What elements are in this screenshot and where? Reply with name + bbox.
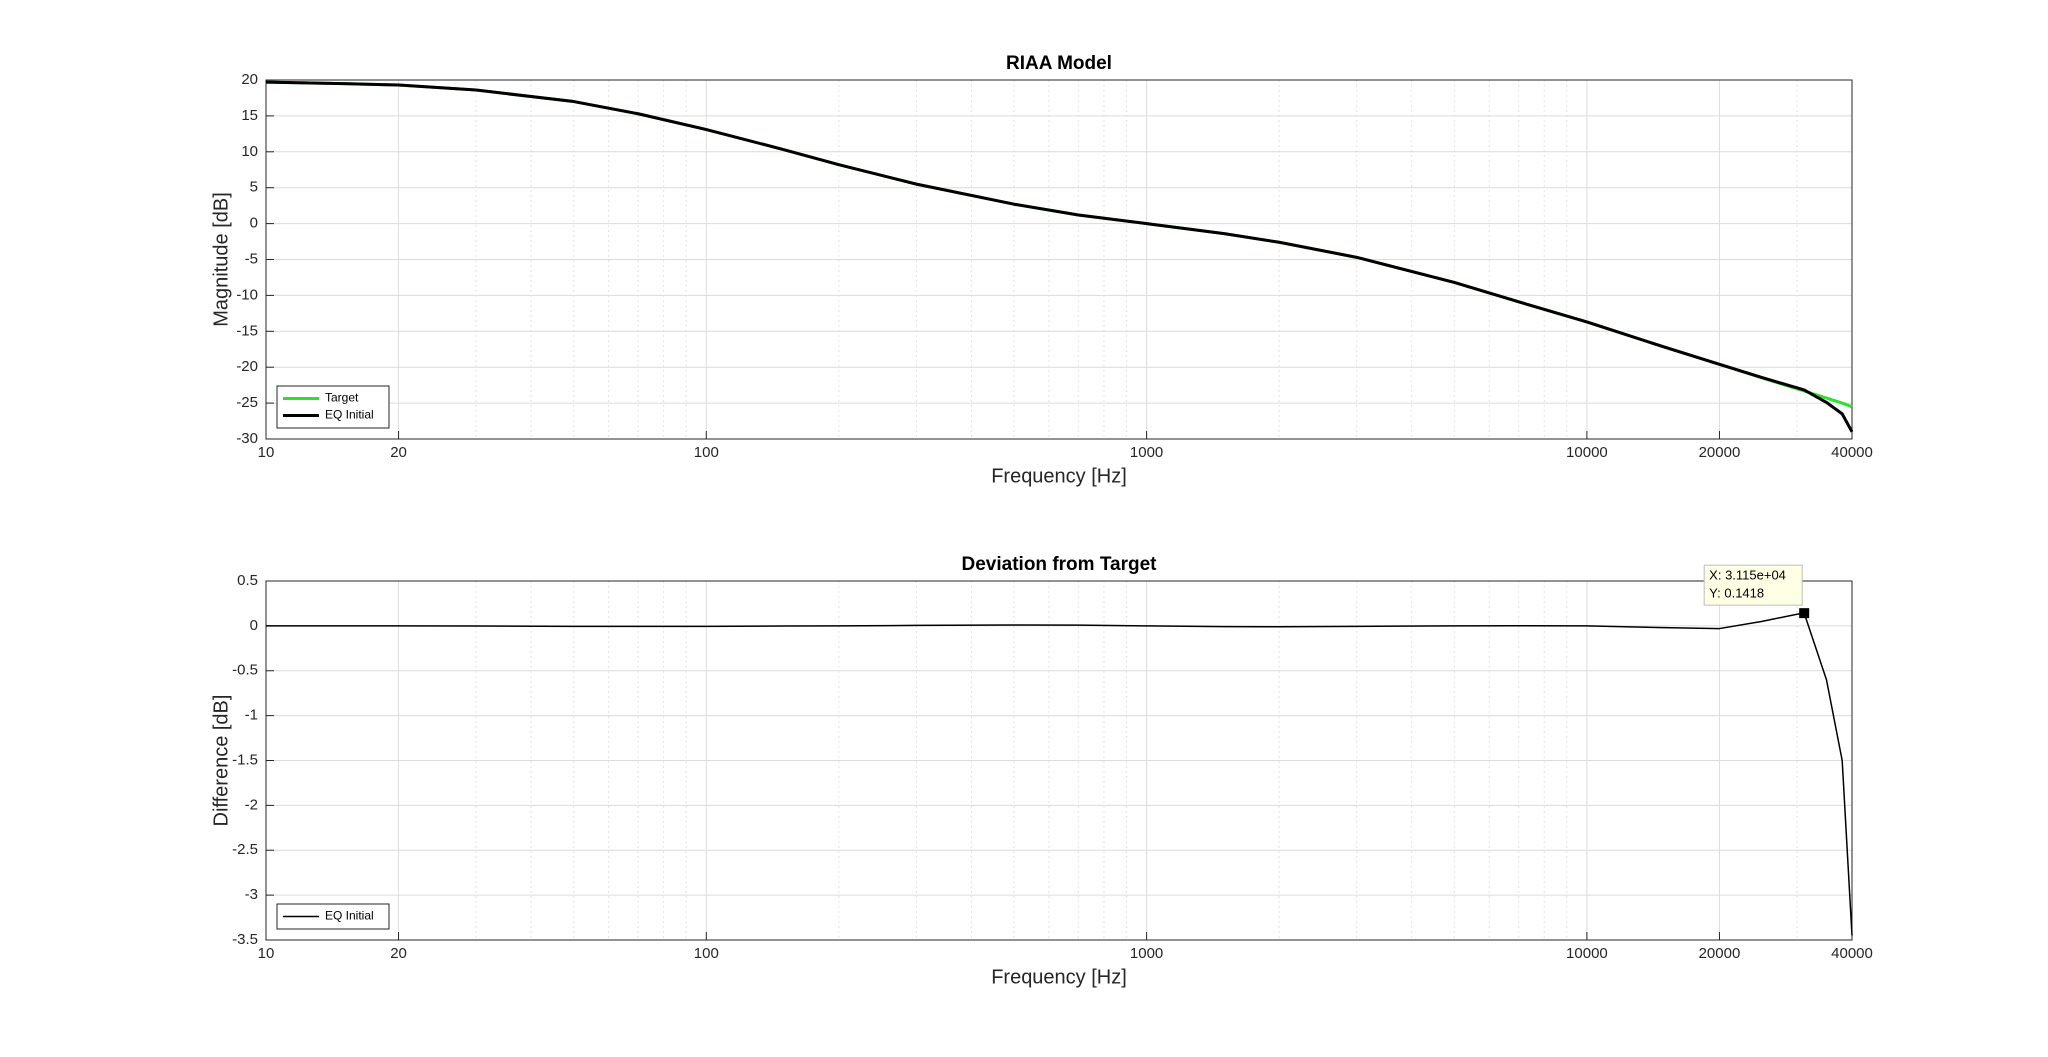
chart-title: RIAA Model — [1006, 53, 1112, 74]
y-tick-label: 10 — [241, 143, 258, 160]
x-tick-label: 10 — [258, 444, 275, 461]
y-tick-label: -5 — [245, 250, 258, 267]
datatip-marker — [1799, 608, 1810, 619]
x-tick-label: 100 — [694, 945, 719, 962]
x-tick-label: 1000 — [1130, 444, 1163, 461]
datatip-box — [1703, 564, 1803, 606]
y-tick-label: 0 — [250, 215, 258, 232]
x-tick-label: 20000 — [1699, 945, 1741, 962]
x-tick-label: 20 — [390, 444, 407, 461]
axes-box — [265, 580, 1853, 941]
x-tick-label: 10000 — [1566, 945, 1608, 962]
x-tick-label: 20000 — [1699, 444, 1741, 461]
legend-label: EQ Initial — [325, 408, 374, 422]
y-tick-label: 15 — [241, 107, 258, 124]
axes-box — [265, 79, 1853, 440]
legend-label: Target — [325, 391, 359, 405]
x-tick-label: 1000 — [1130, 945, 1163, 962]
series-line — [266, 612, 1853, 936]
y-tick-label: -10 — [236, 286, 258, 303]
legend-box — [276, 385, 390, 429]
y-axis-label: Magnitude [dB] — [210, 192, 232, 327]
chart-title: Deviation from Target — [962, 554, 1158, 575]
legend-label: EQ Initial — [325, 909, 374, 923]
x-tick-label: 10 — [258, 945, 275, 962]
y-axis-label: Difference [dB] — [210, 695, 232, 827]
x-tick-label: 10000 — [1566, 444, 1608, 461]
y-tick-label: -3.5 — [232, 931, 258, 948]
y-tick-label: 20 — [241, 71, 258, 88]
y-tick-label: 0.5 — [237, 572, 258, 589]
datatip-x: X: 3.115e+04 — [1709, 568, 1786, 583]
series-line — [265, 80, 1854, 433]
y-tick-label: -2 — [245, 796, 258, 813]
datatip-y: Y: 0.1418 — [1709, 586, 1764, 601]
x-tick-label: 20 — [390, 945, 407, 962]
y-tick-label: -3 — [245, 886, 258, 903]
y-tick-label: 5 — [250, 179, 258, 196]
x-tick-label: 40000 — [1831, 945, 1873, 962]
x-tick-label: 40000 — [1831, 444, 1873, 461]
y-tick-label: -15 — [236, 322, 258, 339]
y-tick-label: -2.5 — [232, 841, 258, 858]
y-tick-label: -1.5 — [232, 751, 258, 768]
x-axis-label: Frequency [Hz] — [991, 465, 1127, 487]
x-tick-label: 100 — [694, 444, 719, 461]
y-tick-label: -30 — [236, 430, 258, 447]
y-tick-label: -0.5 — [232, 662, 258, 679]
y-tick-label: -1 — [245, 707, 258, 724]
y-tick-label: 0 — [250, 617, 258, 634]
x-axis-label: Frequency [Hz] — [991, 966, 1127, 988]
y-tick-label: -20 — [236, 358, 258, 375]
y-tick-label: -25 — [236, 394, 258, 411]
